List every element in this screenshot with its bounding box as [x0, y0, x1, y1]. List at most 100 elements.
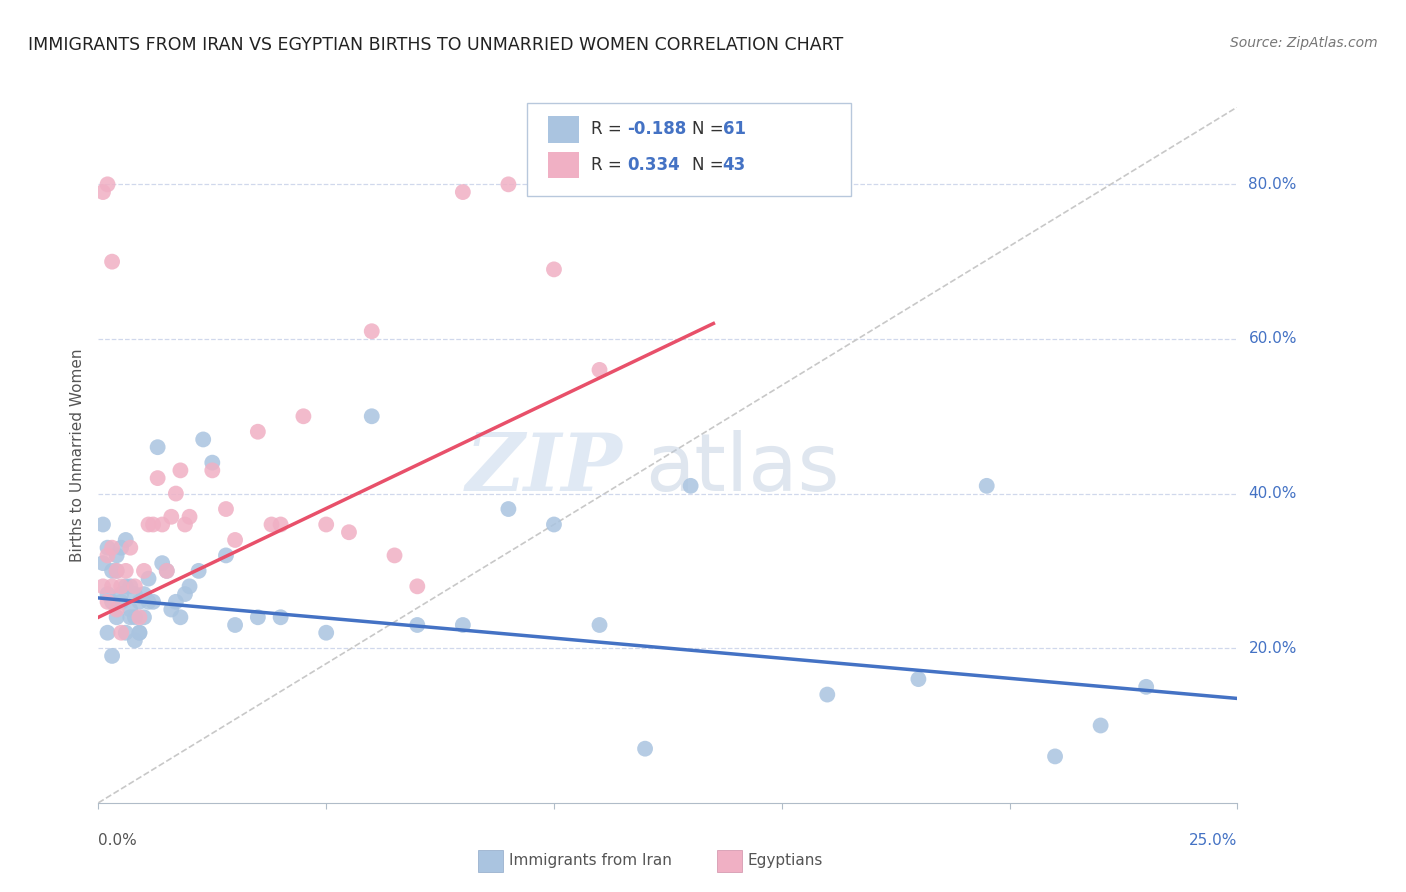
Text: 0.334: 0.334: [627, 156, 681, 174]
Text: 60.0%: 60.0%: [1249, 332, 1296, 346]
Point: [146, 440, 169, 454]
Point: [138, 595, 160, 609]
Point: [114, 579, 136, 593]
Point: [110, 625, 132, 640]
Point: [105, 564, 128, 578]
Point: [105, 610, 128, 624]
Point: [588, 363, 610, 377]
Point: [315, 625, 337, 640]
Point: [160, 509, 183, 524]
Point: [132, 564, 155, 578]
Point: [543, 517, 565, 532]
Text: ZIP: ZIP: [465, 430, 623, 508]
Text: R =: R =: [591, 120, 627, 138]
Point: [337, 525, 360, 540]
Point: [101, 579, 124, 593]
Point: [815, 688, 838, 702]
Point: [246, 610, 269, 624]
Point: [498, 502, 520, 516]
Point: [138, 572, 160, 586]
Point: [315, 517, 337, 532]
Point: [224, 533, 246, 547]
Point: [110, 541, 132, 555]
Point: [150, 556, 173, 570]
Point: [406, 618, 429, 632]
Text: 43: 43: [723, 156, 747, 174]
Point: [105, 564, 128, 578]
Text: N =: N =: [692, 156, 728, 174]
Point: [96, 625, 118, 640]
Point: [114, 564, 136, 578]
Point: [215, 502, 238, 516]
Point: [142, 595, 165, 609]
Point: [101, 595, 124, 609]
Point: [156, 564, 179, 578]
Y-axis label: Births to Unmarried Women: Births to Unmarried Women: [69, 348, 84, 562]
Point: [138, 517, 160, 532]
Point: [907, 672, 929, 686]
Point: [292, 409, 315, 424]
Point: [179, 509, 201, 524]
Point: [215, 549, 238, 563]
Point: [451, 618, 474, 632]
Point: [110, 579, 132, 593]
Point: [101, 541, 124, 555]
Point: [128, 610, 150, 624]
Point: [165, 595, 187, 609]
Point: [91, 185, 114, 199]
Point: [120, 541, 142, 555]
Point: [201, 463, 224, 477]
Point: [1135, 680, 1157, 694]
Point: [384, 549, 406, 563]
Point: [120, 602, 142, 616]
Point: [91, 579, 114, 593]
Point: [976, 479, 998, 493]
Point: [588, 618, 610, 632]
Point: [105, 602, 128, 616]
Point: [150, 517, 173, 532]
Text: IMMIGRANTS FROM IRAN VS EGYPTIAN BIRTHS TO UNMARRIED WOMEN CORRELATION CHART: IMMIGRANTS FROM IRAN VS EGYPTIAN BIRTHS …: [28, 36, 844, 54]
Point: [132, 610, 155, 624]
Point: [128, 625, 150, 640]
Point: [120, 579, 142, 593]
Point: [110, 595, 132, 609]
Text: 25.0%: 25.0%: [1189, 833, 1237, 848]
Point: [124, 587, 146, 601]
Text: atlas: atlas: [645, 430, 839, 508]
Point: [128, 625, 150, 640]
Point: [120, 610, 142, 624]
Point: [91, 517, 114, 532]
Text: Egyptians: Egyptians: [748, 854, 824, 868]
Text: 20.0%: 20.0%: [1249, 640, 1296, 656]
Text: -0.188: -0.188: [627, 120, 686, 138]
Point: [679, 479, 702, 493]
Point: [260, 517, 283, 532]
Point: [224, 618, 246, 632]
Point: [96, 178, 118, 192]
Text: Source: ZipAtlas.com: Source: ZipAtlas.com: [1230, 36, 1378, 50]
Point: [165, 486, 187, 500]
Point: [193, 433, 215, 447]
Text: Immigrants from Iran: Immigrants from Iran: [509, 854, 672, 868]
Point: [160, 602, 183, 616]
Point: [96, 595, 118, 609]
Point: [105, 549, 128, 563]
Point: [114, 625, 136, 640]
Text: N =: N =: [692, 120, 728, 138]
Text: 61: 61: [723, 120, 745, 138]
Point: [110, 587, 132, 601]
Point: [187, 564, 209, 578]
Point: [124, 610, 146, 624]
Point: [543, 262, 565, 277]
Text: 0.0%: 0.0%: [98, 833, 138, 848]
Point: [96, 541, 118, 555]
Point: [246, 425, 269, 439]
Point: [174, 587, 197, 601]
Point: [101, 564, 124, 578]
Point: [270, 517, 292, 532]
Point: [179, 579, 201, 593]
Point: [91, 556, 114, 570]
Point: [142, 517, 165, 532]
Point: [132, 587, 155, 601]
Point: [124, 633, 146, 648]
